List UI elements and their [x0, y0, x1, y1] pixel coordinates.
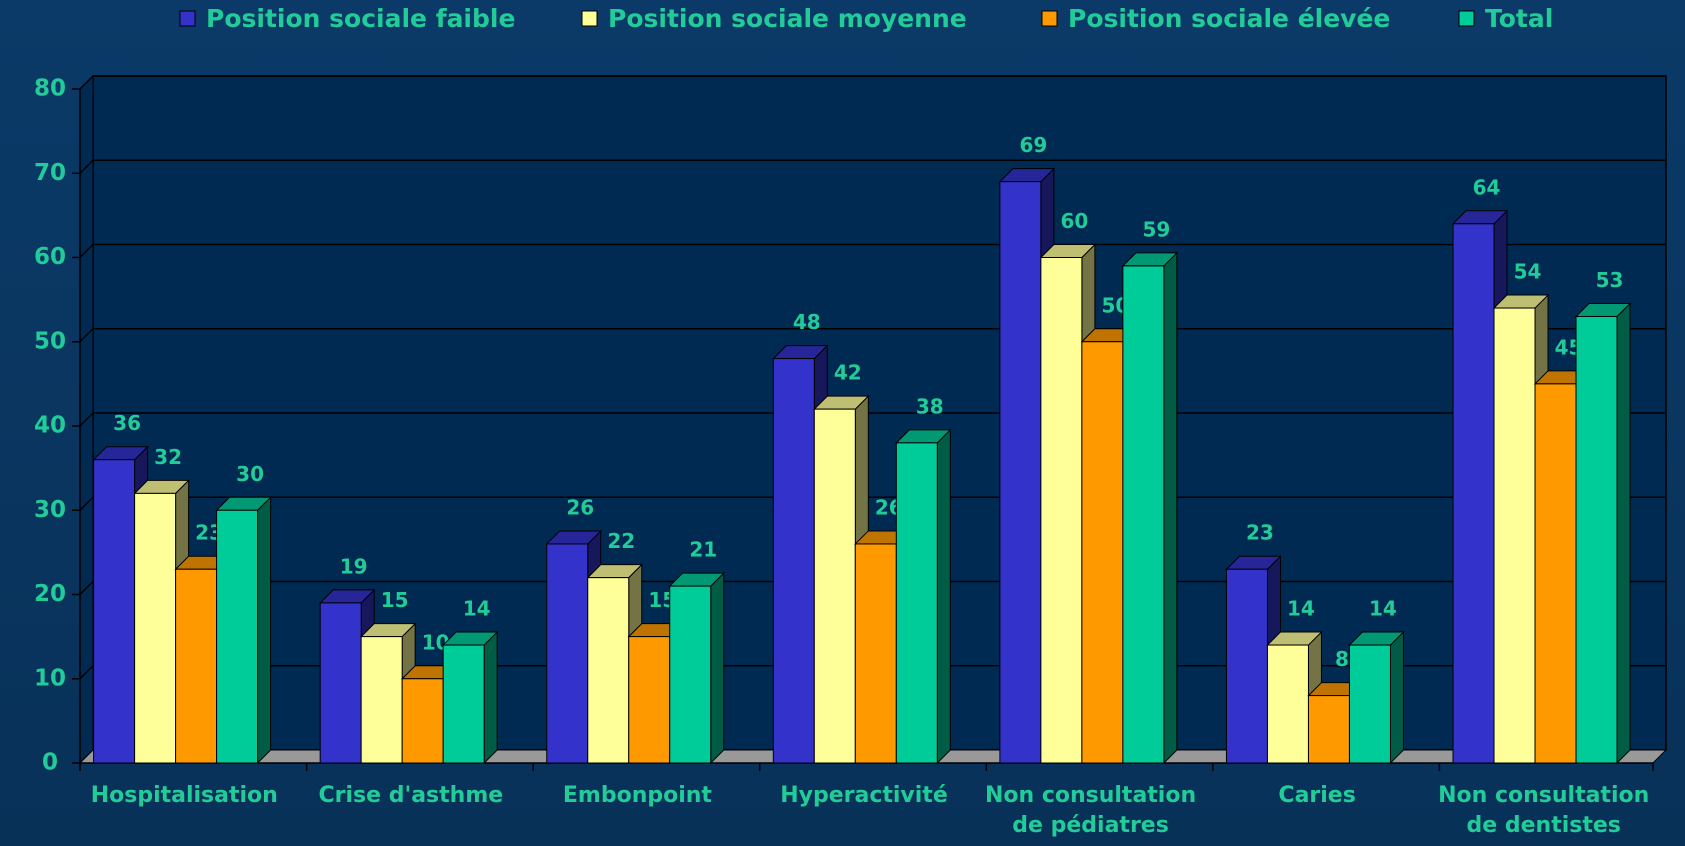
y-tick-label: 80 — [34, 76, 66, 102]
value-label: 21 — [689, 538, 717, 562]
bar-side — [257, 496, 272, 765]
x-tick-label: Embonpoint — [562, 783, 712, 808]
value-label: 15 — [381, 588, 409, 612]
legend-label: Position sociale élevée — [1068, 4, 1390, 33]
bar — [1348, 644, 1391, 764]
y-tick-label: 60 — [34, 244, 66, 270]
y-tick-label: 70 — [34, 160, 66, 186]
value-label: 64 — [1473, 175, 1501, 199]
value-label: 38 — [916, 394, 944, 418]
legend-swatch — [1041, 10, 1058, 27]
bar — [1122, 265, 1165, 764]
bar — [216, 509, 259, 764]
grid-line-side — [79, 412, 94, 427]
x-tick-label: Crise d'asthme — [318, 783, 504, 808]
legend-swatch — [1458, 10, 1475, 27]
bar — [1081, 341, 1124, 764]
value-label: 32 — [154, 445, 182, 469]
grid-line-side — [79, 580, 94, 596]
bar — [813, 408, 856, 764]
value-label: 36 — [113, 411, 141, 435]
value-label: 14 — [463, 597, 491, 621]
bar — [319, 602, 362, 764]
bar — [175, 568, 218, 764]
bar — [1307, 695, 1350, 764]
grid-line-side — [79, 496, 94, 511]
bar-side — [483, 630, 498, 765]
value-label: 30 — [236, 462, 264, 486]
x-tick-label: Non consultation de dentistes — [1438, 783, 1650, 838]
y-tick-label: 40 — [34, 413, 66, 439]
y-tick-label: 20 — [34, 581, 66, 607]
y-tick-label: 0 — [42, 750, 58, 776]
bar — [895, 442, 938, 764]
x-tick-label: Caries — [1278, 783, 1356, 808]
value-label: 53 — [1596, 268, 1624, 292]
bar — [999, 181, 1042, 764]
bar — [134, 492, 177, 764]
bar — [854, 543, 897, 764]
grid-line-side — [79, 328, 94, 343]
bar-side — [710, 571, 725, 765]
x-tick-label: Non consultation de pédiatres — [984, 783, 1197, 838]
value-label: 22 — [607, 529, 635, 553]
bar — [1575, 315, 1618, 764]
x-tick-label: Hospitalisation — [90, 783, 278, 808]
value-label: 26 — [566, 495, 594, 519]
bar — [1040, 257, 1083, 764]
y-tick-label: 30 — [34, 497, 66, 523]
x-tick-label: Hyperactivité — [780, 783, 948, 808]
bar — [546, 543, 589, 764]
bar — [1266, 644, 1309, 764]
bar — [1534, 383, 1577, 764]
bar — [1493, 307, 1536, 764]
bar — [772, 358, 815, 764]
value-label: 19 — [340, 554, 368, 578]
y-tick-label: 50 — [34, 328, 66, 354]
value-label: 23 — [1246, 521, 1274, 545]
bar — [628, 636, 671, 764]
grid-line-side — [79, 75, 94, 90]
legend-label: Position sociale faible — [206, 4, 515, 33]
legend-label: Total — [1485, 4, 1553, 33]
bar — [442, 644, 485, 764]
bar-side — [1389, 630, 1404, 765]
bar-side — [1163, 251, 1178, 765]
value-label: 8 — [1335, 647, 1349, 671]
legend-label: Position sociale moyenne — [608, 4, 967, 33]
legend-swatch — [179, 10, 196, 27]
value-label: 14 — [1369, 597, 1397, 621]
bar — [587, 577, 630, 764]
value-label: 54 — [1514, 260, 1542, 284]
value-label: 59 — [1142, 217, 1170, 241]
y-tick-label: 10 — [34, 665, 66, 691]
bar — [1225, 568, 1268, 764]
bar — [669, 585, 712, 764]
bar-side — [1616, 302, 1631, 765]
value-label: 69 — [1019, 133, 1047, 157]
bar-side — [936, 428, 951, 765]
value-label: 48 — [793, 310, 821, 334]
bar — [360, 636, 403, 764]
grid-line-side — [79, 159, 94, 174]
value-label: 42 — [834, 361, 862, 385]
grid-line-side — [79, 665, 94, 680]
value-label: 14 — [1287, 597, 1315, 621]
grid-line-side — [79, 243, 94, 259]
bar — [401, 678, 444, 764]
bar — [1452, 223, 1495, 764]
legend-swatch — [581, 10, 598, 27]
bar — [93, 459, 136, 764]
value-label: 60 — [1060, 209, 1088, 233]
